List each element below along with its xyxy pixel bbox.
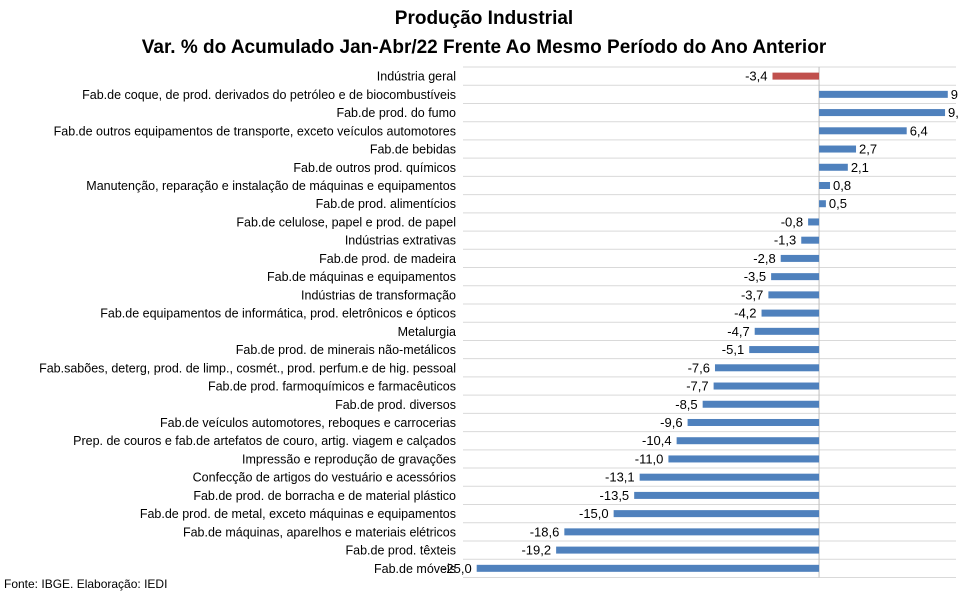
- bar: [819, 145, 857, 153]
- category-label: Fab.de bebidas: [370, 143, 456, 157]
- bar: [754, 327, 820, 335]
- bar: [714, 364, 820, 372]
- category-label: Fab.de prod. farmoquímicos e farmacêutic…: [208, 380, 456, 394]
- category-label: Fab.de prod. de borracha e de material p…: [193, 489, 456, 503]
- bar: [768, 291, 820, 299]
- value-label: -13,5: [600, 488, 630, 503]
- value-label: -3,7: [741, 287, 763, 302]
- value-label: -9,6: [660, 415, 682, 430]
- bar: [702, 400, 820, 408]
- category-label: Fab.de celulose, papel e prod. de papel: [236, 215, 456, 229]
- bar: [801, 236, 820, 244]
- value-label: -7,6: [688, 360, 710, 375]
- value-label: -13,1: [605, 470, 635, 485]
- category-label: Metalurgia: [398, 325, 456, 339]
- chart-title: Produção Industrial: [395, 8, 573, 29]
- value-label: 9,4: [951, 87, 959, 102]
- category-label: Fab.de prod. têxteis: [346, 544, 456, 558]
- bar: [564, 528, 820, 536]
- value-label: -3,5: [744, 269, 766, 284]
- value-label: -11,0: [635, 451, 664, 466]
- bar: [687, 418, 820, 426]
- category-label: Fab.de prod. de madeira: [319, 252, 456, 266]
- value-label: -18,6: [530, 524, 560, 539]
- value-label: -5,1: [722, 342, 744, 357]
- value-label: -7,7: [686, 379, 708, 394]
- value-label: -15,0: [579, 506, 609, 521]
- category-label: Fab.de prod. alimentícios: [316, 197, 456, 211]
- source-note: Fonte: IBGE. Elaboração: IEDI: [4, 577, 167, 591]
- bar: [819, 127, 907, 135]
- value-label: -2,8: [753, 251, 775, 266]
- bar: [634, 491, 820, 499]
- bar: [676, 437, 820, 445]
- value-label: -19,2: [521, 543, 551, 558]
- category-labels: Indústria geral Fab.de coque, de prod. de…: [39, 70, 456, 576]
- value-label: 2,7: [859, 142, 877, 157]
- bar: [668, 455, 820, 463]
- bar: [808, 218, 820, 226]
- bar: [772, 72, 820, 80]
- category-label: Fab.de outros equipamentos de transporte…: [54, 124, 456, 138]
- category-label: Fab.de móveis: [374, 562, 456, 576]
- bar: [749, 346, 820, 354]
- bar: [713, 382, 820, 390]
- category-label: Fab.de máquinas e equipamentos: [267, 270, 456, 284]
- value-label: 9,2: [948, 105, 959, 120]
- value-label: -0,8: [781, 214, 803, 229]
- bar: [819, 181, 831, 189]
- bar: [819, 200, 826, 208]
- bar: [613, 510, 820, 518]
- category-label: Fab.de prod. de minerais não-metálicos: [236, 343, 456, 357]
- category-label: Fab.de prod. diversos: [335, 398, 456, 412]
- category-label: Prep. de couros e fab.de artefatos de co…: [73, 434, 456, 448]
- value-label: -4,2: [734, 306, 756, 321]
- bar: [819, 163, 848, 171]
- category-label: Fab.de equipamentos de informática, prod…: [100, 307, 456, 321]
- category-label: Fab.de prod. de metal, exceto máquinas e…: [140, 507, 456, 521]
- value-label: -8,5: [675, 397, 697, 412]
- category-label: Impressão e reprodução de gravações: [242, 452, 456, 466]
- value-label: -3,4: [745, 69, 767, 84]
- value-label: 0,8: [833, 178, 851, 193]
- value-label: -4,7: [727, 324, 749, 339]
- value-label: 0,5: [829, 196, 847, 211]
- bar: [780, 254, 820, 262]
- category-label: Fab.de veículos automotores, reboques e …: [160, 416, 456, 430]
- bar: [639, 473, 820, 481]
- value-label: -25,0: [442, 561, 472, 576]
- bars: [476, 72, 948, 572]
- category-label: Fab.de outros prod. químicos: [293, 161, 456, 175]
- category-label: Fab.de máquinas, aparelhos e materiais e…: [183, 525, 456, 539]
- value-label: -10,4: [642, 433, 672, 448]
- bar: [819, 90, 948, 98]
- category-label: Confecção de artigos do vestuário e aces…: [193, 471, 456, 485]
- category-label: Indústria geral: [377, 70, 456, 84]
- category-label: Fab.de coque, de prod. derivados do petr…: [82, 88, 456, 102]
- bar: [761, 309, 820, 317]
- category-label: Fab.de prod. do fumo: [336, 106, 456, 120]
- category-label: Indústrias de transformação: [301, 288, 456, 302]
- gridlines: [463, 66, 956, 578]
- bar: [819, 109, 946, 117]
- value-label: 2,1: [851, 160, 869, 175]
- category-label: Manutenção, reparação e instalação de má…: [86, 179, 456, 193]
- value-labels: -3,4 9,4 9,2 6,4 2,7 2,10,8 0,5 -0,8 -1,3 -2,8 -3,…: [442, 69, 959, 576]
- bar: [556, 546, 820, 554]
- bar: [476, 564, 820, 572]
- category-label: Indústrias extrativas: [345, 234, 456, 248]
- value-label: 6,4: [910, 123, 928, 138]
- bar: [771, 273, 820, 281]
- value-label: -1,3: [774, 233, 796, 248]
- category-label: Fab.sabões, deterg, prod. de limp., cosm…: [39, 361, 456, 375]
- chart-subtitle: Var. % do Acumulado Jan-Abr/22 Frente Ao…: [142, 37, 827, 58]
